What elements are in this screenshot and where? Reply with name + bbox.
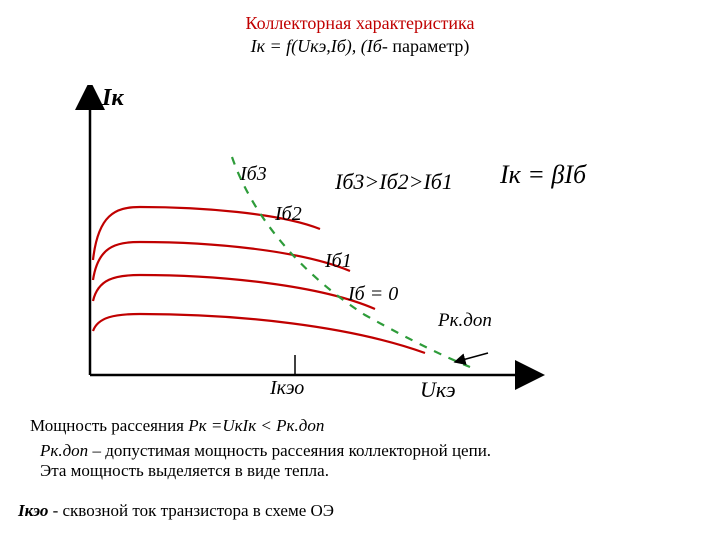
plot-svg xyxy=(70,85,630,395)
label-ordering: Iб3>Iб2>Iб1 xyxy=(335,169,453,195)
title-block: Коллекторная характеристика Iк = f(Uкэ,I… xyxy=(0,0,720,59)
curve-ib0 xyxy=(93,314,425,353)
formula: Iк = βIб xyxy=(500,160,586,190)
collector-curves xyxy=(93,207,425,353)
pdop-arrow xyxy=(455,353,488,362)
label-ikeo: Iкэо xyxy=(270,377,304,400)
title-line2: Iк = f(Uкэ,Iб), (Iб- параметр) xyxy=(0,35,720,58)
label-pdop: Pк.доп xyxy=(438,310,492,332)
text-line1: Мощность рассеяния Pк =UкIк < Pк.доп xyxy=(30,415,324,437)
label-ib3: Iб3 xyxy=(240,163,267,186)
curve-ib1 xyxy=(93,275,375,309)
y-axis-label: Iк xyxy=(102,85,124,112)
title-line1: Коллекторная характеристика xyxy=(0,12,720,35)
label-ib0: Iб = 0 xyxy=(348,283,398,306)
label-ib2: Iб2 xyxy=(275,203,302,226)
label-ib1: Iб1 xyxy=(325,250,352,273)
x-axis-label: Uкэ xyxy=(420,377,456,403)
text-line3: Эта мощность выделяется в виде тепла. xyxy=(40,460,329,482)
text-line4: Iкэо - сквозной ток транзистора в схеме … xyxy=(18,500,334,522)
text-line2: Pк.доп – допустимая мощность рассеяния к… xyxy=(40,440,491,462)
diagram-area: Iк Iб3 Iб2 Iб1 Iб = 0 Iб3>Iб2>Iб1 Pк.доп… xyxy=(70,85,630,395)
